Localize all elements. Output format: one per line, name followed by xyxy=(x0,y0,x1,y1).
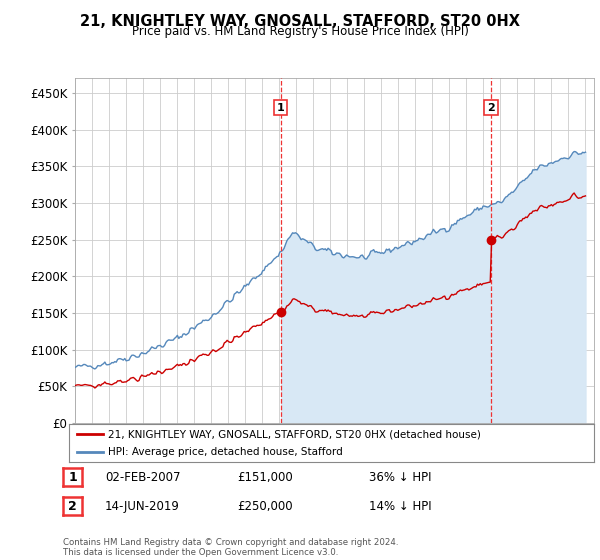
Text: Contains HM Land Registry data © Crown copyright and database right 2024.
This d: Contains HM Land Registry data © Crown c… xyxy=(63,538,398,557)
Text: £151,000: £151,000 xyxy=(237,470,293,484)
Text: 1: 1 xyxy=(68,470,77,484)
Text: 02-FEB-2007: 02-FEB-2007 xyxy=(105,470,181,484)
Text: 2: 2 xyxy=(68,500,77,513)
Text: 2: 2 xyxy=(487,102,495,113)
Text: 36% ↓ HPI: 36% ↓ HPI xyxy=(369,470,431,484)
Text: 21, KNIGHTLEY WAY, GNOSALL, STAFFORD, ST20 0HX (detached house): 21, KNIGHTLEY WAY, GNOSALL, STAFFORD, ST… xyxy=(109,429,481,439)
Text: 1: 1 xyxy=(277,102,284,113)
Text: HPI: Average price, detached house, Stafford: HPI: Average price, detached house, Staf… xyxy=(109,447,343,457)
Text: £250,000: £250,000 xyxy=(237,500,293,513)
Text: 21, KNIGHTLEY WAY, GNOSALL, STAFFORD, ST20 0HX: 21, KNIGHTLEY WAY, GNOSALL, STAFFORD, ST… xyxy=(80,14,520,29)
Text: 14-JUN-2019: 14-JUN-2019 xyxy=(105,500,180,513)
Text: Price paid vs. HM Land Registry's House Price Index (HPI): Price paid vs. HM Land Registry's House … xyxy=(131,25,469,38)
Text: 14% ↓ HPI: 14% ↓ HPI xyxy=(369,500,431,513)
